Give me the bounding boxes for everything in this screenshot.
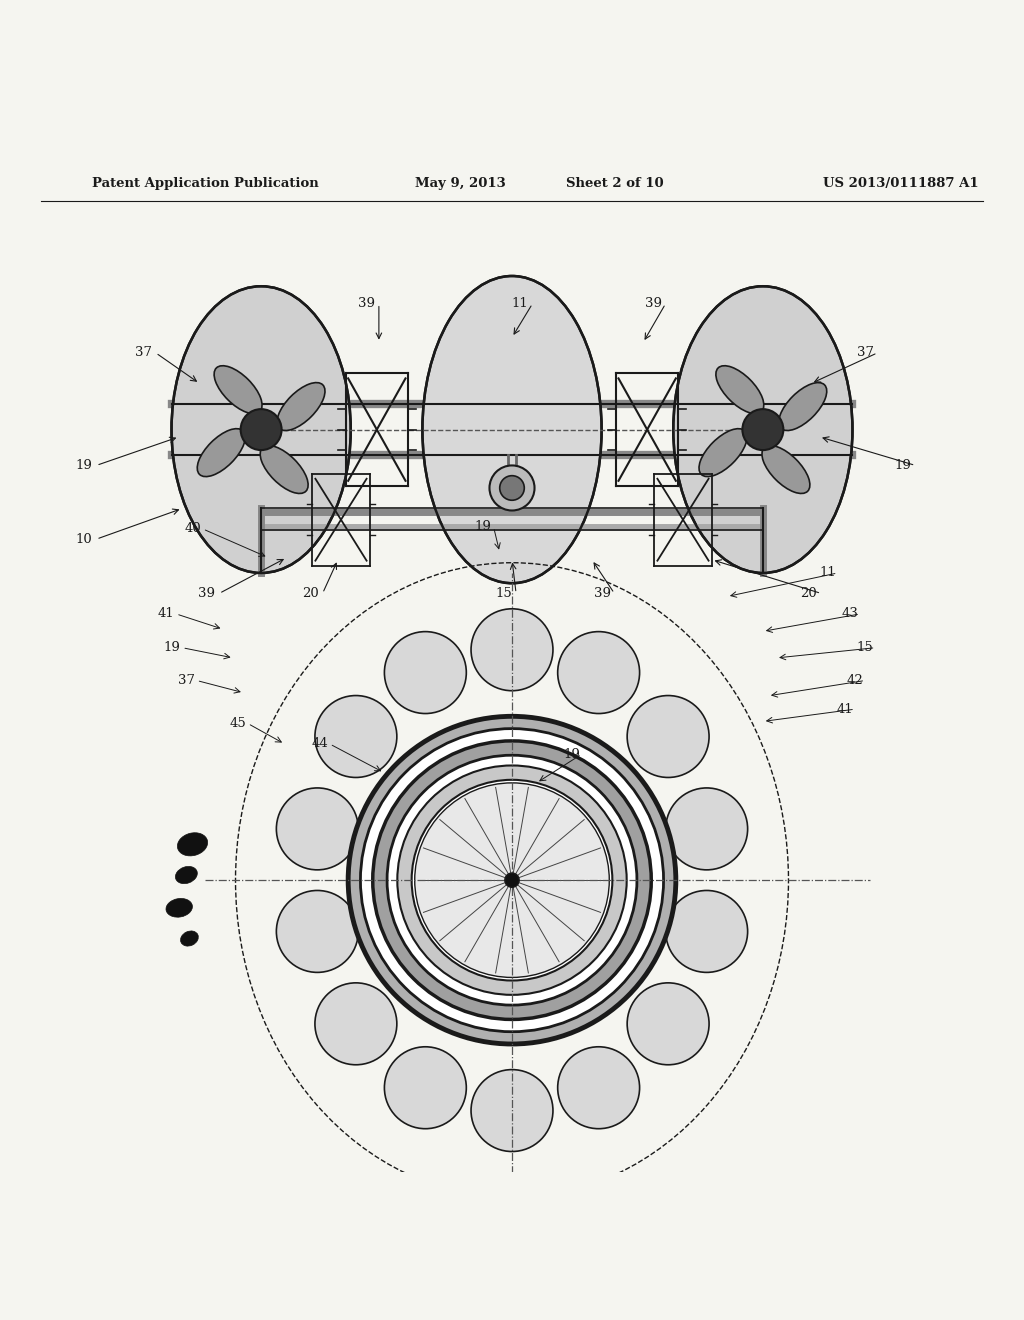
Ellipse shape [779,383,826,430]
Text: 39: 39 [199,587,215,599]
Text: 39: 39 [358,297,375,310]
Circle shape [558,1047,640,1129]
Text: 19: 19 [76,459,92,473]
Ellipse shape [422,276,602,583]
Text: 19: 19 [563,747,580,760]
Circle shape [500,475,524,500]
Circle shape [315,696,397,777]
Circle shape [315,983,397,1065]
Ellipse shape [175,866,198,883]
Text: 42: 42 [847,675,863,686]
Text: Sheet 2 of 10: Sheet 2 of 10 [565,177,664,190]
Circle shape [505,873,519,887]
Circle shape [627,983,709,1065]
Circle shape [384,1047,466,1129]
Text: 39: 39 [645,297,662,310]
Text: May 9, 2013: May 9, 2013 [416,177,506,190]
Ellipse shape [198,429,245,477]
Circle shape [348,717,676,1044]
Ellipse shape [260,446,308,494]
Text: 11: 11 [819,566,836,579]
Text: 41: 41 [837,702,853,715]
Circle shape [471,609,553,690]
Circle shape [558,631,640,714]
Text: 44: 44 [311,738,328,751]
Text: 20: 20 [801,587,817,599]
Circle shape [489,466,535,511]
Ellipse shape [278,383,325,430]
Text: 41: 41 [158,607,174,620]
Circle shape [412,780,612,981]
Ellipse shape [699,429,746,477]
Text: 11: 11 [512,297,528,310]
Text: 39: 39 [594,587,610,599]
Circle shape [742,409,783,450]
Circle shape [666,788,748,870]
Ellipse shape [177,833,208,855]
Circle shape [276,788,358,870]
Circle shape [471,1069,553,1151]
Ellipse shape [674,286,852,573]
Text: 15: 15 [857,642,873,655]
Text: 19: 19 [475,520,492,533]
Text: 40: 40 [184,523,201,536]
Circle shape [241,409,282,450]
Circle shape [415,783,609,977]
Text: Patent Application Publication: Patent Application Publication [92,177,318,190]
Text: 45: 45 [229,717,246,730]
Ellipse shape [180,931,199,946]
Text: 43: 43 [842,607,858,620]
Circle shape [397,766,627,995]
Circle shape [373,741,651,1019]
Text: 19: 19 [895,459,911,473]
Text: 37: 37 [178,675,195,686]
Text: US 2013/0111887 A1: US 2013/0111887 A1 [823,177,979,190]
Circle shape [384,631,466,714]
Circle shape [360,729,664,1032]
Circle shape [627,696,709,777]
Text: FIG 2: FIG 2 [490,622,534,636]
Ellipse shape [171,286,350,573]
Text: 15: 15 [496,587,512,599]
Text: 37: 37 [857,346,873,359]
Text: 37: 37 [135,346,152,359]
Ellipse shape [716,366,764,413]
Text: 20: 20 [302,587,318,599]
Circle shape [387,755,637,1005]
Ellipse shape [214,366,262,413]
Circle shape [276,891,358,973]
Circle shape [666,891,748,973]
Text: 19: 19 [164,642,180,655]
Text: FIG 3: FIG 3 [490,1096,534,1109]
Ellipse shape [166,899,193,917]
Text: 10: 10 [76,533,92,545]
Ellipse shape [762,446,810,494]
